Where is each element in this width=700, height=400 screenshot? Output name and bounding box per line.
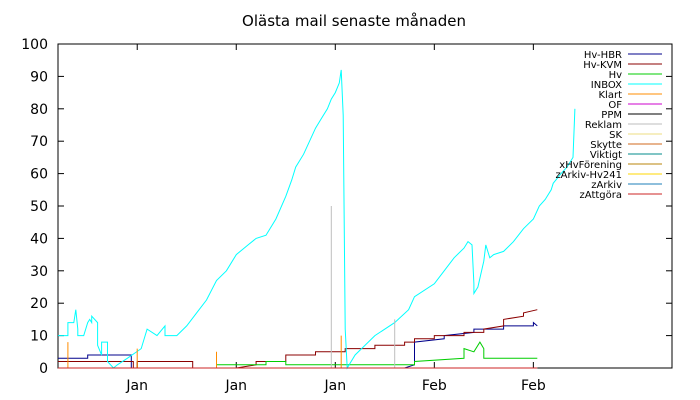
legend-label: SK	[609, 130, 622, 141]
legend-label: OF	[608, 100, 622, 111]
legend-label: Hv	[609, 70, 623, 81]
legend-label: Skytte	[590, 140, 622, 151]
legend-label: INBOX	[591, 80, 622, 91]
legend-label: zArkiv	[591, 180, 622, 191]
series-line-1	[58, 309, 538, 369]
legend-label: Reklam	[585, 120, 622, 131]
y-axis-ticks: 0 10 20 30 40 50 60 70 80 90 100	[21, 37, 672, 377]
plot-frame	[57, 43, 673, 369]
y-tick-label: 0	[39, 361, 48, 377]
y-tick-label: 50	[30, 199, 48, 215]
legend-label: xHvFörening	[559, 160, 622, 171]
series-line-3	[58, 69, 576, 370]
y-tick-label: 30	[30, 264, 48, 280]
x-tick-label: Jan	[224, 378, 247, 394]
series-line-2	[58, 341, 538, 369]
series-line-0	[58, 321, 538, 369]
y-tick-label: 10	[30, 329, 48, 345]
legend-label: Viktigt	[590, 150, 622, 161]
y-tick-label: 70	[30, 134, 48, 150]
y-tick-label: 90	[30, 69, 48, 85]
y-tick-label: 20	[30, 296, 48, 312]
legend-label: Hv-HBR	[584, 50, 622, 61]
legend-label: zAttgöra	[580, 190, 622, 201]
y-tick-label: 60	[30, 167, 48, 183]
legend-label: Klart	[599, 90, 623, 101]
series-lines	[58, 69, 576, 370]
y-tick-label: 100	[21, 37, 48, 53]
legend: Hv-HBRHv-KVMHvINBOXKlartOFPPMReklamSKSky…	[555, 50, 662, 201]
x-tick-label: Jan	[125, 378, 148, 394]
x-tick-label: Jan	[323, 378, 346, 394]
y-tick-label: 40	[30, 231, 48, 247]
series-line-7	[58, 206, 538, 369]
legend-label: PPM	[601, 110, 622, 121]
x-axis-ticks: Jan Jan Jan Feb Feb	[125, 44, 546, 394]
x-tick-label: Feb	[521, 378, 546, 394]
legend-label: zArkiv-Hv241	[555, 170, 622, 181]
x-tick-label: Feb	[422, 378, 447, 394]
legend-label: Hv-KVM	[583, 60, 622, 71]
chart-title: Olästa mail senaste månaden	[242, 12, 466, 30]
y-tick-label: 80	[30, 102, 48, 118]
plot-border	[57, 43, 673, 369]
